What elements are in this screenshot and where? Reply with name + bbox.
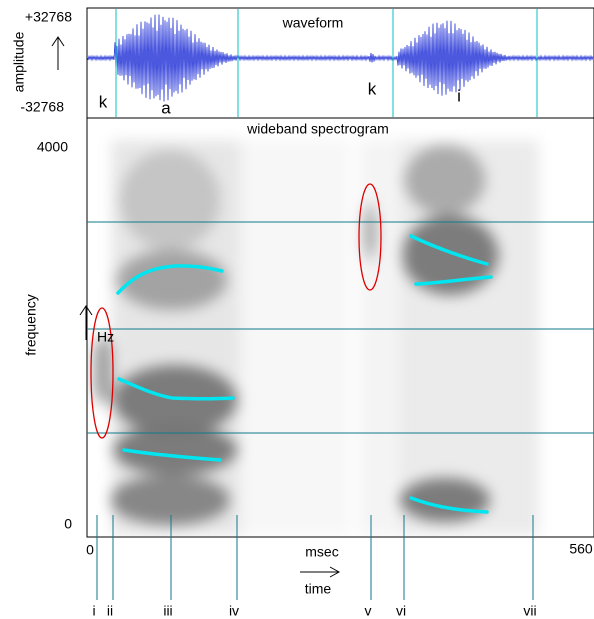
frequency-top: 4000 (37, 139, 68, 155)
marker-label: vi (396, 603, 406, 619)
waveform-trace (87, 14, 594, 102)
frequency-unit: Hz (97, 329, 114, 345)
highlight-ellipses (90, 183, 382, 439)
formant-tracks (116, 234, 493, 514)
segment-label: k (99, 92, 108, 111)
marker-label: ii (107, 603, 113, 619)
frequency-bottom: 0 (64, 516, 72, 532)
frequency-arrow (79, 305, 93, 340)
marker-label: i (92, 603, 95, 619)
time-arrow (300, 566, 341, 578)
segment-label: i (457, 86, 461, 105)
marker-label: iv (229, 603, 239, 619)
frequency-label: frequency (23, 294, 39, 355)
time-label: time (305, 581, 332, 597)
time-unit: msec (305, 544, 338, 560)
waveform-markers (115, 9, 538, 117)
spectrogram-image (93, 140, 540, 535)
amplitude-min: -32768 (20, 99, 64, 115)
waveform-line (87, 14, 594, 102)
event-markers: i ii iii iv v vi vii (92, 515, 537, 619)
segment-label: k (368, 79, 377, 98)
time-end: 560 (569, 541, 593, 557)
segment-label: a (161, 98, 171, 117)
marker-label: vii (523, 603, 536, 619)
amplitude-label: amplitude (11, 31, 27, 92)
amplitude-arrow (51, 36, 65, 70)
frequency-guides (87, 221, 594, 434)
marker-label: iii (163, 603, 172, 619)
time-start: 0 (86, 542, 94, 558)
amplitude-max: +32768 (25, 9, 72, 25)
waveform-title: waveform (282, 15, 344, 31)
marker-label: v (365, 603, 372, 619)
spectrogram-title: wideband spectrogram (246, 121, 389, 137)
